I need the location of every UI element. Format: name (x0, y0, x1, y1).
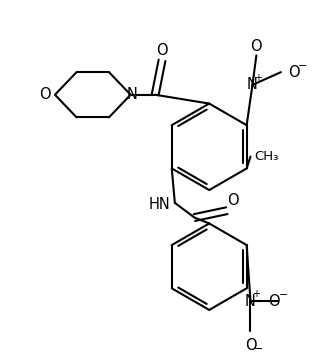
Text: N: N (245, 294, 256, 309)
Text: O: O (227, 193, 239, 208)
Text: N: N (126, 87, 137, 102)
Text: O: O (268, 294, 280, 309)
Text: O: O (245, 338, 256, 353)
Text: −: − (254, 344, 263, 354)
Text: CH₃: CH₃ (254, 150, 279, 163)
Text: N: N (247, 77, 258, 92)
Text: O: O (288, 65, 299, 79)
Text: −: − (298, 61, 307, 71)
Text: O: O (156, 43, 168, 58)
Text: +: + (254, 73, 262, 83)
Text: O: O (251, 39, 262, 54)
Text: HN: HN (148, 197, 170, 212)
Text: O: O (39, 87, 51, 102)
Text: +: + (252, 289, 260, 299)
Text: −: − (279, 290, 288, 300)
